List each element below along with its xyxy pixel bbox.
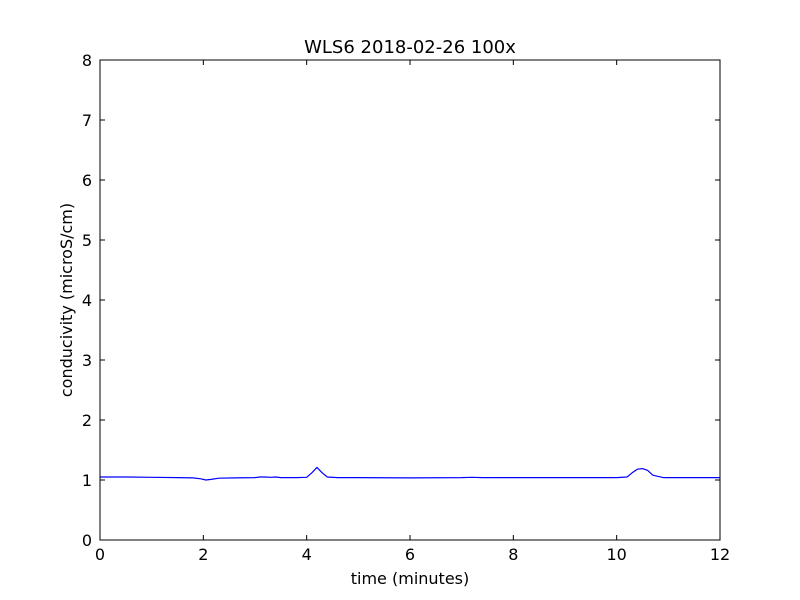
- y-tick-label: 7: [82, 111, 92, 130]
- series-line: [100, 466, 720, 481]
- series-layer: [100, 466, 720, 481]
- y-tick-label: 6: [82, 171, 92, 190]
- plot-area: [100, 60, 720, 540]
- x-tick-label: 0: [95, 545, 105, 564]
- x-tick-label: 8: [508, 545, 518, 564]
- x-tick-label: 6: [405, 545, 415, 564]
- x-tick-label: 10: [606, 545, 626, 564]
- x-tick-label: 2: [198, 545, 208, 564]
- x-axis-ticks: 0 2 4 6 8 10 12: [95, 60, 730, 564]
- y-tick-label: 5: [82, 231, 92, 250]
- y-tick-label: 3: [82, 351, 92, 370]
- y-tick-label: 8: [82, 51, 92, 70]
- y-tick-label: 4: [82, 291, 92, 310]
- x-tick-label: 4: [302, 545, 312, 564]
- y-tick-label: 2: [82, 411, 92, 430]
- x-axis-label: time (minutes): [351, 569, 469, 588]
- y-tick-label: 0: [82, 531, 92, 550]
- y-tick-label: 1: [82, 471, 92, 490]
- y-axis-label: conducivity (microS/cm): [57, 203, 76, 397]
- chart-title: WLS6 2018-02-26 100x: [304, 37, 516, 58]
- x-tick-label: 12: [710, 545, 730, 564]
- y-axis-ticks: 0 1 2 3 4 5 6 7 8: [82, 51, 720, 550]
